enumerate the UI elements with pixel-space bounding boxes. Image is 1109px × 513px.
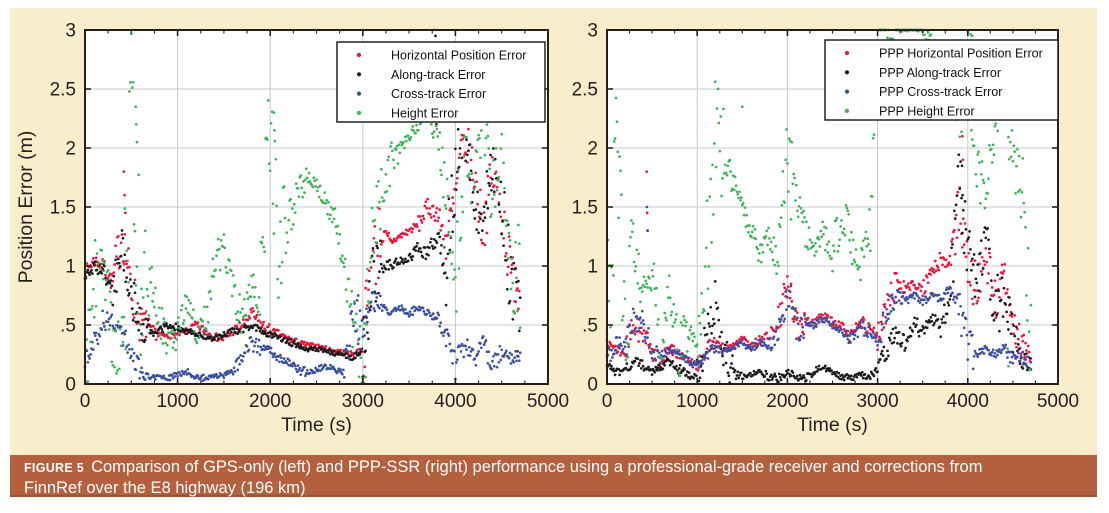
legend-marker-icon (844, 50, 850, 56)
legend-label: PPP Along-track Error (879, 66, 1001, 80)
svg-text:3: 3 (587, 21, 598, 42)
svg-text:1.5: 1.5 (572, 198, 598, 219)
tick-labels: 0 1000 2000 3000 4000 5000 0 .5 1 1.5 2 2.5 3 (572, 21, 1080, 413)
svg-text:4000: 4000 (947, 391, 989, 412)
legend: PPP Horizontal Position Error PPP Along-t… (824, 39, 1059, 121)
figure-caption-text: Comparison of GPS-only (left) and PPP-SS… (24, 458, 983, 497)
legend-marker-icon (844, 108, 850, 113)
legend-label: Along-track Error (391, 68, 485, 82)
svg-text:2000: 2000 (766, 391, 808, 412)
svg-text:2.5: 2.5 (572, 80, 598, 101)
chart-ppp-ssr: 0 1000 2000 3000 4000 5000 0 .5 1 1.5 2 2.5 3 Time (s… (572, 21, 1080, 437)
svg-text:2: 2 (587, 139, 598, 160)
legend-marker-icon (356, 52, 362, 58)
x-axis-title: Time (s) (797, 414, 868, 436)
svg-text:0: 0 (602, 391, 613, 412)
legend: Horizontal Position Error Along-track Err… (336, 41, 546, 123)
svg-text:1: 1 (587, 257, 598, 278)
svg-text:1000: 1000 (676, 391, 718, 412)
svg-text:3000: 3000 (856, 391, 898, 412)
legend-marker-icon (356, 72, 362, 77)
svg-text:3000: 3000 (342, 391, 384, 412)
svg-text:5000: 5000 (527, 391, 569, 412)
svg-text:3: 3 (65, 21, 76, 42)
svg-text:1000: 1000 (156, 391, 198, 412)
svg-text:.5: .5 (60, 316, 76, 337)
legend-box (824, 39, 1059, 121)
legend-label: PPP Horizontal Position Error (879, 47, 1043, 61)
series-cross-track-error (83, 290, 522, 383)
chart-gps-only: 0 1000 2000 3000 4000 5000 0 .5 1 1.5 2 2.5 3 Time (s… (15, 21, 569, 437)
tick-labels: 0 1000 2000 3000 4000 5000 0 .5 1 1.5 2 2.5 3 (50, 21, 570, 413)
svg-text:2: 2 (65, 139, 76, 160)
legend-label: PPP Cross-track Error (879, 85, 1002, 99)
svg-text:.5: .5 (582, 316, 598, 337)
tick-marks (84, 29, 549, 385)
figure-caption: FIGURE 5 Comparison of GPS-only (left) an… (10, 455, 1097, 497)
figure-caption-label: FIGURE 5 (24, 461, 85, 475)
legend-marker-icon (844, 89, 850, 94)
x-axis-title: Time (s) (281, 414, 352, 436)
svg-text:4000: 4000 (434, 391, 476, 412)
svg-text:0: 0 (587, 375, 598, 396)
legend-marker-icon (844, 70, 850, 75)
y-axis-title: Position Error (m) (15, 131, 37, 284)
legend-label: Cross-track Error (391, 87, 486, 101)
series-along-track-error (83, 34, 522, 379)
legend-label: PPP Height Error (879, 104, 975, 118)
legend-marker-icon (356, 91, 362, 96)
svg-text:2.5: 2.5 (50, 80, 76, 101)
legend-label: Horizontal Position Error (391, 49, 526, 63)
svg-text:0: 0 (80, 391, 91, 412)
svg-text:5000: 5000 (1037, 391, 1079, 412)
svg-text:1: 1 (65, 257, 76, 278)
figure-panel: 0 1000 2000 3000 4000 5000 0.5 1 1.5 2 2.5 3 Time (s… (10, 8, 1097, 455)
series-ppp-cross-track-error (605, 205, 1033, 372)
figure-caption-inner: FIGURE 5 Comparison of GPS-only (left) an… (24, 457, 1014, 498)
legend-label: Height Error (391, 106, 458, 120)
svg-text:1.5: 1.5 (50, 198, 76, 219)
legend-marker-icon (356, 110, 362, 115)
tick-marks (606, 29, 1059, 385)
svg-text:0: 0 (65, 375, 76, 396)
legend-box (336, 41, 546, 123)
svg-text:2000: 2000 (249, 391, 291, 412)
